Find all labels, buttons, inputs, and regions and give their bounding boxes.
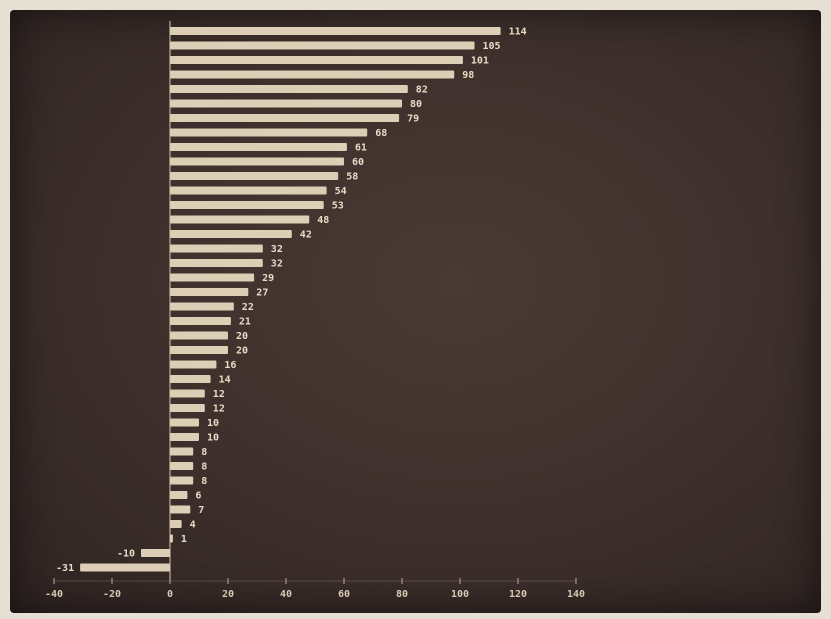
bar	[170, 186, 327, 195]
bar-value-label: 20	[236, 331, 248, 342]
bar-value-label: 8	[201, 447, 207, 458]
bar-value-label: 53	[332, 201, 344, 212]
bar	[170, 201, 324, 209]
bar	[170, 215, 310, 224]
bar	[170, 462, 194, 470]
bar	[170, 360, 217, 369]
bar-value-label: 58	[346, 172, 358, 183]
bar	[170, 273, 255, 282]
bar	[170, 447, 194, 456]
x-tick-label: 120	[509, 589, 527, 600]
bar	[141, 549, 170, 557]
bar	[170, 56, 463, 64]
bar	[170, 157, 344, 166]
bar	[170, 317, 231, 325]
bar-value-label: 10	[207, 418, 219, 429]
bar-value-label: 54	[335, 186, 347, 197]
bar-value-label: -31	[56, 563, 74, 574]
bar-value-label: 32	[271, 259, 283, 270]
bar	[170, 172, 339, 180]
bar-value-label: 82	[416, 85, 428, 96]
x-tick-label: 0	[167, 589, 173, 600]
bar	[170, 404, 205, 412]
x-tick-label: -40	[45, 589, 63, 600]
bar-value-label: 22	[242, 302, 254, 313]
bar	[170, 259, 263, 267]
bar	[170, 128, 368, 137]
bar-value-label: 8	[201, 462, 207, 473]
bar	[170, 375, 211, 383]
bar-value-label: 12	[213, 404, 225, 415]
bar	[170, 476, 194, 485]
bar	[170, 70, 455, 79]
bar-value-label: 32	[271, 244, 283, 255]
bar	[170, 418, 199, 427]
bar	[80, 563, 170, 572]
x-tick-label: 100	[451, 589, 469, 600]
bar	[170, 99, 402, 108]
bar-value-label: 60	[352, 157, 364, 168]
x-tick-label: 20	[222, 589, 234, 600]
bar-value-label: 98	[462, 70, 474, 81]
bar-value-label: 12	[213, 389, 225, 400]
bar-value-label: 1	[181, 534, 187, 545]
bar-value-label: 105	[483, 41, 501, 52]
bar-value-label: 114	[509, 27, 527, 38]
bar	[170, 534, 173, 543]
bar	[170, 302, 234, 311]
bar	[170, 433, 199, 441]
bar	[170, 114, 400, 122]
bar	[170, 27, 501, 35]
bar	[170, 520, 182, 528]
bar-value-label: 16	[224, 360, 236, 371]
x-tick-label: -20	[103, 589, 121, 600]
bar	[170, 491, 188, 499]
bar-value-label: 42	[300, 230, 312, 241]
bar-value-label: 21	[239, 317, 251, 328]
x-tick-label: 80	[396, 589, 408, 600]
bar-value-label: 29	[262, 273, 274, 284]
bar-value-label: 8	[201, 476, 207, 487]
x-tick-label: 140	[567, 589, 585, 600]
bar	[170, 331, 228, 340]
bar-value-label: 79	[407, 114, 419, 125]
bar-value-label: 68	[375, 128, 387, 139]
bar-value-label: -10	[117, 549, 135, 560]
x-tick-label: 40	[280, 589, 292, 600]
bar-value-label: 48	[317, 215, 329, 226]
bar	[170, 85, 408, 93]
chart-screen	[10, 10, 821, 613]
bar	[170, 230, 292, 238]
bar	[170, 389, 205, 398]
bar-value-label: 7	[198, 505, 204, 516]
bar	[170, 505, 191, 514]
bar-value-label: 101	[471, 56, 489, 67]
bar-value-label: 80	[410, 99, 422, 110]
bar	[170, 244, 263, 253]
bar-value-label: 20	[236, 346, 248, 357]
bar	[170, 288, 249, 296]
x-tick-label: 60	[338, 589, 350, 600]
bar	[170, 346, 228, 354]
bar-value-label: 61	[355, 143, 367, 154]
bar-value-label: 4	[190, 520, 196, 531]
bar-value-label: 10	[207, 433, 219, 444]
bar	[170, 143, 347, 151]
bar-value-label: 14	[219, 375, 231, 386]
bar-value-label: 27	[256, 288, 268, 299]
bar-value-label: 6	[195, 491, 201, 502]
bar	[170, 41, 475, 50]
